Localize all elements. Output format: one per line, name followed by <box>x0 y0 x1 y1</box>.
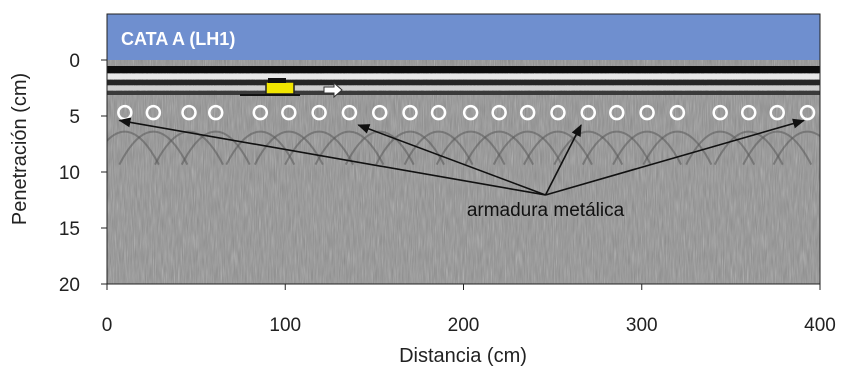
annotation-arrow <box>545 118 805 196</box>
rebar-hyperbola <box>772 130 820 166</box>
x-tick-label: 0 <box>102 315 113 336</box>
rebar-hyperbola <box>225 130 296 166</box>
rebar-hyperbola <box>284 130 355 166</box>
x-axis: 0 100 200 300 400 <box>102 284 836 336</box>
rebar-marker <box>430 104 447 121</box>
y-tick-label: 10 <box>59 163 80 184</box>
rebar-marker <box>491 104 507 121</box>
rebar-marker <box>519 104 536 121</box>
annotation-arrow <box>118 117 546 196</box>
rebar-marker <box>281 104 297 121</box>
rebar-marker <box>712 104 728 121</box>
rebar-marker <box>252 104 269 121</box>
y-tick-label: 15 <box>59 219 80 240</box>
rebar-markers <box>117 104 816 121</box>
rebar-marker <box>207 104 224 121</box>
surface-reflection-dark-3 <box>107 91 820 95</box>
rebar-marker <box>402 104 418 121</box>
radargram-texture <box>107 60 820 284</box>
chart-title: CATA A (LH1) <box>121 29 235 49</box>
surface-reflection-light <box>107 74 820 79</box>
x-axis-label: Distancia (cm) <box>399 345 527 367</box>
rebar-hyperbola <box>107 130 160 166</box>
annotation-arrows <box>118 117 805 196</box>
rebar-hyperbolas <box>107 130 820 166</box>
rebar-hyperbola <box>253 130 324 166</box>
rebar-marker <box>639 104 655 121</box>
rebar-marker <box>371 104 388 121</box>
y-axis: 0 5 10 15 20 <box>59 51 107 296</box>
title-band <box>107 14 820 60</box>
rebar-hyperbola <box>344 130 415 166</box>
rebar-marker <box>609 104 625 121</box>
y-tick-label: 0 <box>69 51 80 72</box>
rebar-marker <box>550 104 566 121</box>
annotation-arrow <box>357 124 546 196</box>
surface-reflection-light-2 <box>107 86 820 90</box>
rebar-hyperbola <box>581 130 652 166</box>
rebar-marker <box>799 104 816 121</box>
x-tick-label: 400 <box>804 315 836 336</box>
gpr-antenna-icon <box>240 78 343 99</box>
surface-reflection-dark-2 <box>107 80 820 85</box>
rebar-hyperbola <box>523 130 593 166</box>
x-tick-label: 100 <box>269 315 301 336</box>
rebar-hyperbola <box>154 130 224 166</box>
y-tick-label: 20 <box>59 275 80 296</box>
rebar-marker <box>181 104 197 121</box>
rebar-marker <box>769 104 785 121</box>
rebar-marker <box>462 104 479 121</box>
rebar-hyperbola <box>492 130 563 166</box>
rebar-hyperbola <box>742 130 813 166</box>
rebar-marker <box>311 104 327 121</box>
rebar-hyperbola <box>464 130 535 166</box>
rebar-hyperbola <box>180 130 251 166</box>
y-axis-label: Penetración (cm) <box>9 73 31 225</box>
x-tick-label: 200 <box>448 315 480 336</box>
rebar-hyperbola <box>435 130 506 166</box>
rebar-hyperbola <box>612 130 682 166</box>
x-tick-label: 300 <box>626 315 658 336</box>
rebar-hyperbola <box>713 130 784 166</box>
surface-reflection-dark <box>107 66 820 73</box>
rebar-hyperbola <box>314 130 385 166</box>
rebar-marker <box>145 104 162 121</box>
rebar-hyperbola <box>375 130 445 166</box>
rebar-marker <box>740 104 757 121</box>
annotation-arrow <box>544 124 582 196</box>
rebar-hyperbola <box>553 130 624 166</box>
annotation-label: armadura metálica <box>467 200 625 221</box>
rebar-marker <box>580 104 597 121</box>
rebar-hyperbola <box>403 130 474 166</box>
y-tick-label: 5 <box>69 107 80 128</box>
rebar-hyperbola <box>118 130 189 166</box>
rebar-hyperbola <box>642 130 713 166</box>
rebar-marker <box>669 104 686 121</box>
rebar-marker <box>341 104 358 121</box>
